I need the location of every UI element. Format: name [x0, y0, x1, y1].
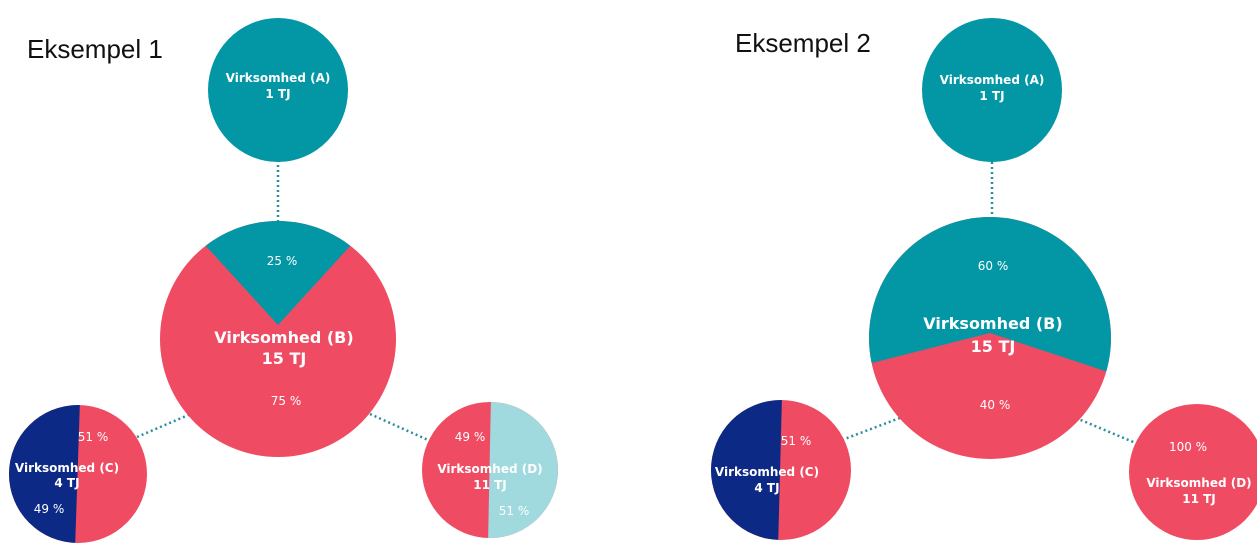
node-b-share-from-a: 60 %	[978, 259, 1009, 273]
node-a: Virksomhed (A) 1 TJ	[922, 18, 1062, 162]
node-d-name: Virksomhed (D)	[437, 462, 542, 476]
node-c-share-from-b: 51 %	[781, 434, 812, 448]
connector-b-c	[137, 413, 193, 437]
node-a: Virksomhed (A) 1 TJ	[208, 18, 348, 162]
node-c-share-other: 49 %	[34, 502, 65, 516]
node-c: 51 % Virksomhed (C) 4 TJ 49 %	[0, 400, 160, 544]
node-d-value: 11 TJ	[1182, 492, 1216, 506]
connector-b-d	[370, 414, 428, 440]
node-c-name: Virksomhed (C)	[15, 461, 119, 475]
node-a-value: 1 TJ	[979, 89, 1004, 103]
node-c-share-from-b: 51 %	[78, 430, 109, 444]
node-b-share-other: 75 %	[271, 394, 302, 408]
node-b-value: 15 TJ	[971, 337, 1016, 356]
example-2: Eksempel 2 Virksomhed (A) 1 TJ 60 % Virk…	[705, 18, 1257, 544]
node-c-name: Virksomhed (C)	[715, 465, 819, 479]
example-2-title: Eksempel 2	[735, 28, 871, 58]
node-b: 60 % Virksomhed (B) 15 TJ 40 %	[860, 210, 1120, 470]
node-b-value: 15 TJ	[262, 349, 307, 368]
connector-b-d	[1076, 418, 1138, 444]
connector-b-c	[842, 416, 905, 440]
node-d-share-from-b: 49 %	[455, 430, 486, 444]
node-a-name: Virksomhed (A)	[940, 73, 1045, 87]
node-d: 100 % Virksomhed (D) 11 TJ	[1129, 404, 1257, 540]
example-1: Eksempel 1 Virksomhed (A) 1 TJ 25 % Virk…	[0, 18, 570, 544]
node-b-share-other: 40 %	[980, 398, 1011, 412]
node-c: 51 % Virksomhed (C) 4 TJ	[705, 395, 865, 544]
node-d-value: 11 TJ	[473, 478, 507, 492]
node-a-value: 1 TJ	[265, 87, 290, 101]
node-c-value: 4 TJ	[54, 476, 79, 490]
node-b-name: Virksomhed (B)	[214, 328, 353, 347]
example-1-title: Eksempel 1	[27, 34, 163, 64]
node-c-value: 4 TJ	[754, 481, 779, 495]
node-d-name: Virksomhed (D)	[1146, 476, 1251, 490]
node-d-slice-from-b	[1129, 404, 1257, 540]
node-b-name: Virksomhed (B)	[923, 314, 1062, 333]
node-d: 49 % Virksomhed (D) 11 TJ 51 %	[410, 395, 570, 544]
node-b-share-from-a: 25 %	[267, 254, 298, 268]
node-d-share-from-b: 100 %	[1169, 440, 1207, 454]
node-d-share-other: 51 %	[499, 504, 530, 518]
node-a-name: Virksomhed (A)	[226, 71, 331, 85]
